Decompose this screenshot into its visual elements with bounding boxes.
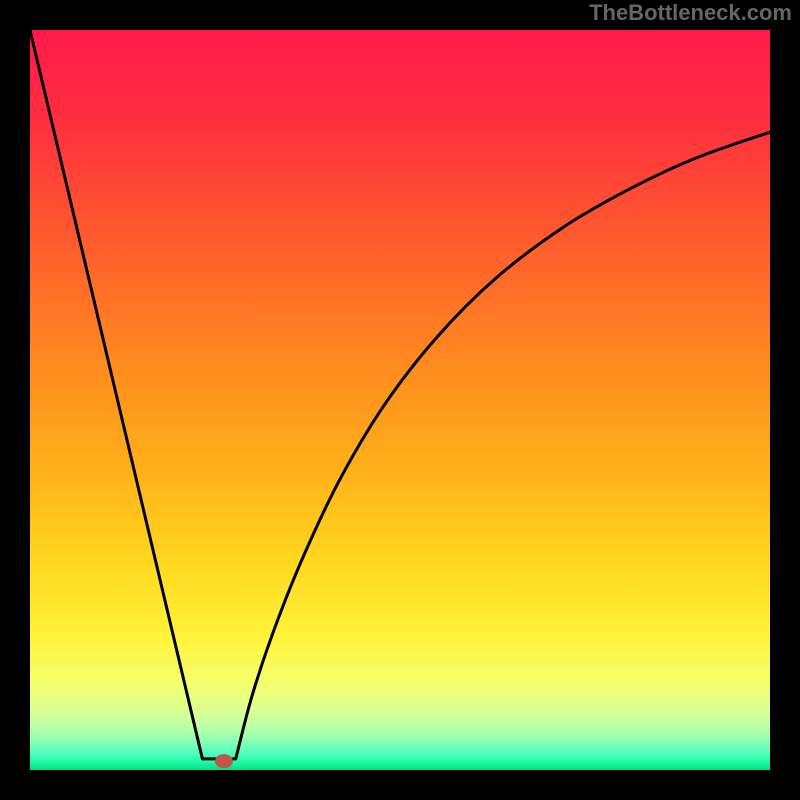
chart-container: TheBottleneck.com — [0, 0, 800, 800]
attribution-text: TheBottleneck.com — [589, 0, 792, 26]
gradient-background — [30, 30, 770, 770]
plot-area — [30, 30, 770, 770]
chart-svg — [30, 30, 770, 770]
minimum-marker — [215, 754, 233, 768]
